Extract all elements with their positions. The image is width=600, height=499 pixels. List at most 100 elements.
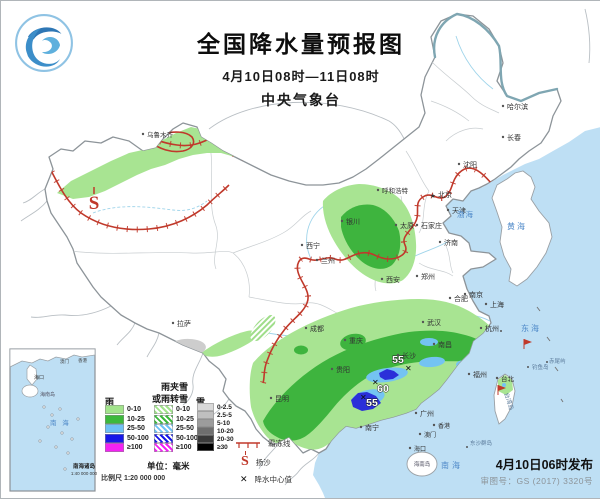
legend-scale: 比例尺 1:20 000 000 bbox=[101, 475, 166, 482]
inset-label-sea: 南 海 bbox=[50, 418, 71, 427]
legend-sleet-column: 0-10 10-25 25-50 50-100 ≥100 bbox=[154, 405, 198, 452]
center-value: 55 bbox=[392, 354, 404, 366]
inset-label-hainan: 海南岛 bbox=[40, 391, 55, 398]
sleet-zone-hatch bbox=[250, 315, 276, 342]
rain-blobs-50-100 bbox=[351, 369, 399, 411]
city-label: 福州 bbox=[473, 370, 487, 379]
city-label: 合肥 bbox=[454, 294, 468, 303]
frost-line-label: 霜冻线 bbox=[268, 439, 291, 448]
city-label: 沈阳 bbox=[463, 160, 477, 169]
city-label: 北京 bbox=[438, 190, 452, 199]
rain-blob-chongqing bbox=[340, 333, 366, 351]
city-label: 呼和浩特 bbox=[382, 186, 409, 195]
sea-label: 东海 bbox=[521, 323, 541, 333]
island-flag-markers bbox=[497, 339, 532, 395]
legend-row: 10-20 bbox=[197, 427, 234, 435]
valid-period: 4月10日08时—11日08时 bbox=[222, 69, 380, 84]
legend-row: 5-10 bbox=[197, 419, 234, 427]
legend-range: 0-10 bbox=[127, 406, 142, 413]
island-label: 赤尾屿 bbox=[549, 357, 566, 365]
inset-caption: 南海诸岛 bbox=[73, 462, 96, 470]
city-label: 广州 bbox=[420, 409, 434, 418]
korea-peninsula bbox=[491, 170, 553, 287]
city-label: 南京 bbox=[469, 290, 483, 299]
x-mark: ✕ bbox=[372, 378, 379, 387]
sand-symbol: S bbox=[89, 187, 100, 214]
rain-blob-small bbox=[294, 345, 308, 355]
legend-sleet-header-1: 雨夹雪 bbox=[161, 382, 189, 392]
legend-swatch-rain-3 bbox=[105, 433, 124, 443]
legend-range: 50-100 bbox=[127, 434, 149, 442]
city-label: 济南 bbox=[444, 238, 458, 247]
city-label: 太原 bbox=[400, 221, 414, 230]
snow-zone-himalaya bbox=[164, 338, 206, 356]
legend-range: ≥30 bbox=[217, 443, 228, 451]
legend-range: ≥100 bbox=[127, 444, 143, 451]
island-label: 海南岛 bbox=[414, 460, 431, 468]
rain-zone-xinjiang bbox=[57, 127, 261, 199]
sea-label: 黄海 bbox=[507, 221, 527, 231]
legend-row: 50-100 bbox=[105, 433, 149, 443]
city-label: 乌鲁木齐 bbox=[147, 130, 174, 139]
legend-range: 10-25 bbox=[176, 415, 194, 423]
legend-range: 50-100 bbox=[176, 434, 198, 442]
legend-swatch-snow-2 bbox=[197, 419, 214, 427]
legend-range: 5-10 bbox=[217, 419, 231, 427]
legend-row: 10-25 bbox=[105, 414, 149, 424]
legend-row: 20-30 bbox=[197, 435, 234, 443]
legend-range: 10-20 bbox=[217, 427, 234, 435]
legend-sand-symbol-row: S 扬沙 bbox=[241, 451, 271, 469]
legend-swatch-snow-0 bbox=[197, 403, 214, 411]
sea-label: 南海 bbox=[441, 460, 463, 470]
legend-row: 2.5-5 bbox=[197, 411, 234, 419]
legend-panel: 雨 雨夹雪 或雨转雪 雪 0-10 10-25 25-50 50-100 ≥10… bbox=[99, 373, 304, 491]
legend-swatch-sleet-0 bbox=[154, 405, 173, 414]
city-label: 兰州 bbox=[321, 256, 335, 265]
legend-swatch-snow-1 bbox=[197, 411, 214, 419]
inset-label-hk: 香港 bbox=[78, 357, 87, 364]
inset-label-macau: 澳门 bbox=[60, 358, 69, 365]
legend-swatch-rain-0 bbox=[105, 405, 124, 414]
legend-range: 2.5-5 bbox=[217, 411, 232, 419]
city-label: 重庆 bbox=[349, 336, 363, 345]
city-label: 上海 bbox=[490, 300, 504, 309]
legend-row: 10-25 bbox=[154, 414, 198, 424]
legend-range: ≥100 bbox=[176, 444, 192, 451]
x-mark: ✕ bbox=[360, 393, 367, 402]
precip-center-label: 降水中心值 bbox=[254, 475, 293, 484]
city-label: 长春 bbox=[507, 133, 521, 142]
legend-row: 25-50 bbox=[105, 424, 149, 433]
legend-center-symbol-row: ✕ 降水中心值 bbox=[240, 474, 292, 485]
legend-row: 0-2.5 bbox=[197, 403, 234, 411]
legend-snow-header: 雪 bbox=[196, 397, 206, 407]
city-label: 拉萨 bbox=[177, 319, 191, 328]
city-label: 西安 bbox=[386, 275, 400, 284]
legend-range: 10-25 bbox=[127, 415, 145, 423]
city-label: 昆明 bbox=[275, 395, 289, 403]
map-title: 全国降水量预报图 bbox=[197, 31, 405, 57]
city-label: 南昌 bbox=[438, 340, 452, 349]
sea-label: 渤海 bbox=[457, 209, 474, 219]
city-label: 石家庄 bbox=[421, 221, 442, 230]
precip-center-icon: ✕ bbox=[240, 474, 248, 484]
small-islands bbox=[466, 306, 564, 448]
legend-swatch-rain-1 bbox=[105, 414, 124, 424]
inset-frame bbox=[9, 348, 96, 492]
release-time: 4月10日06时发布 bbox=[495, 458, 593, 472]
inset-coast bbox=[9, 348, 96, 368]
legend-row: 0-10 bbox=[154, 405, 198, 414]
precip-centers: ✕ 55 ✕ 60 ✕ 55 bbox=[360, 354, 412, 410]
legend-swatch-rain-2 bbox=[105, 424, 124, 433]
city-label: 天津 bbox=[452, 207, 466, 215]
city-label: 贵阳 bbox=[336, 365, 350, 374]
svg-text:S: S bbox=[89, 193, 100, 214]
city-label: 银川 bbox=[346, 217, 360, 226]
legend-swatch-snow-3 bbox=[197, 427, 214, 435]
agency-name: 中央气象台 bbox=[261, 92, 341, 108]
city-label: 长沙 bbox=[402, 351, 416, 360]
legend-row: 0-10 bbox=[105, 405, 149, 414]
legend-snow-column: 0-2.5 2.5-5 5-10 10-20 20-30 ≥30 bbox=[197, 403, 234, 451]
legend-rain-column: 0-10 10-25 25-50 50-100 ≥100 bbox=[105, 405, 149, 452]
